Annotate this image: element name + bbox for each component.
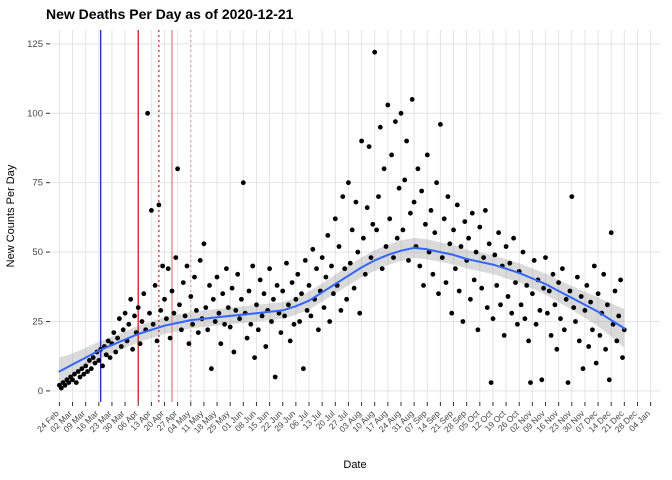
x-axis-title: Date (343, 459, 366, 471)
y-axis-title: New Counts Per Day (5, 164, 17, 267)
svg-text:25: 25 (32, 316, 43, 327)
axis-ticks (46, 43, 652, 406)
svg-text:0: 0 (38, 386, 43, 397)
svg-text:75: 75 (32, 178, 43, 189)
svg-text:125: 125 (27, 39, 43, 50)
y-tick-labels: 0 25 50 75 100 125 (27, 39, 43, 397)
smooth-trend-line (58, 246, 626, 373)
svg-text:50: 50 (32, 247, 43, 258)
svg-text:100: 100 (27, 108, 43, 119)
gridlines (50, 30, 660, 402)
chart-title: New Deaths Per Day as of 2020-12-21 (46, 6, 294, 22)
